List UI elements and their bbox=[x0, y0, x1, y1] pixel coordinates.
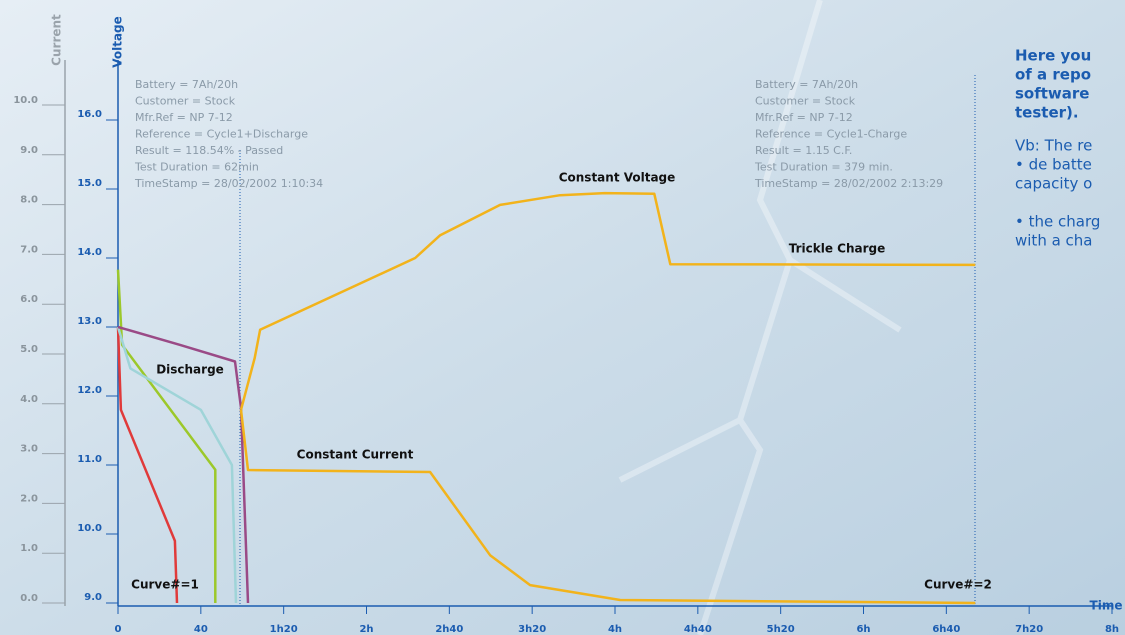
info-line: TimeStamp = 28/02/2002 2:13:29 bbox=[754, 177, 943, 190]
y2-tick-label: 9.0 bbox=[84, 592, 102, 603]
x-tick-label: 8h bbox=[1105, 624, 1119, 635]
y-tick-label: 6.0 bbox=[20, 294, 38, 305]
y-tick-label: 5.0 bbox=[20, 344, 38, 355]
y2-tick-label: 15.0 bbox=[77, 178, 102, 189]
x-tick-label: 4h40 bbox=[684, 624, 712, 635]
x-tick-label: 5h20 bbox=[767, 624, 795, 635]
y-tick-label: 9.0 bbox=[20, 145, 38, 156]
y-tick-label: 1.0 bbox=[20, 543, 38, 554]
info-line: Reference = Cycle1-Charge bbox=[755, 128, 907, 141]
x-tick-label: 6h40 bbox=[932, 624, 960, 635]
side-text: Vb: The re bbox=[1015, 137, 1092, 155]
info-line: Customer = Stock bbox=[135, 95, 236, 108]
y2-axis-title: Voltage bbox=[111, 16, 125, 68]
x-tick-label: 4h bbox=[608, 624, 622, 635]
series-line bbox=[116, 326, 179, 604]
annotation: Curve#=1 bbox=[131, 578, 199, 592]
x-tick-label: 40 bbox=[194, 624, 208, 635]
info-line: Result = 118.54% - Passed bbox=[135, 144, 283, 157]
info-line: Battery = 7Ah/20h bbox=[135, 78, 238, 91]
annotation: Curve#=2 bbox=[924, 578, 992, 592]
y2-tick-label: 16.0 bbox=[77, 109, 102, 120]
info-line: Battery = 7Ah/20h bbox=[755, 78, 858, 91]
info-line: Result = 1.15 C.F. bbox=[755, 144, 852, 157]
annotation: Trickle Charge bbox=[789, 242, 886, 256]
y2-tick-label: 13.0 bbox=[77, 316, 102, 327]
info-line: Test Duration = 379 min. bbox=[754, 161, 893, 174]
series-line bbox=[116, 326, 238, 604]
lightning bbox=[618, 0, 902, 635]
y-tick-label: 0.0 bbox=[20, 593, 38, 604]
annotation: Constant Voltage bbox=[559, 171, 676, 185]
info-line: Mfr.Ref = NP 7-12 bbox=[755, 111, 853, 124]
y2-tick-label: 12.0 bbox=[77, 385, 102, 396]
y-tick-label: 7.0 bbox=[20, 244, 38, 255]
x-tick-label: 2h40 bbox=[435, 624, 463, 635]
side-text: • de batte bbox=[1015, 156, 1092, 174]
x-tick-label: 1h20 bbox=[270, 624, 298, 635]
y-axis-title: Current bbox=[50, 14, 64, 66]
series-line bbox=[239, 409, 976, 605]
y-tick-label: 8.0 bbox=[20, 195, 38, 206]
annotation: Constant Current bbox=[297, 448, 414, 462]
y2-tick-label: 11.0 bbox=[77, 454, 102, 465]
y-tick-label: 3.0 bbox=[20, 444, 38, 455]
y-tick-label: 4.0 bbox=[20, 394, 38, 405]
info-line: Test Duration = 62min bbox=[134, 161, 259, 174]
x-tick-label: 6h bbox=[856, 624, 870, 635]
side-text: capacity o bbox=[1015, 175, 1092, 193]
side-heading: of a repo bbox=[1015, 66, 1091, 84]
x-tick-label: 0 bbox=[115, 624, 122, 635]
side-heading: software bbox=[1015, 85, 1089, 103]
annotation: Discharge bbox=[156, 363, 224, 377]
info-line: Customer = Stock bbox=[755, 95, 856, 108]
info-line: Mfr.Ref = NP 7-12 bbox=[135, 111, 233, 124]
y2-tick-label: 10.0 bbox=[77, 523, 102, 534]
y-tick-label: 2.0 bbox=[20, 493, 38, 504]
series-line bbox=[116, 269, 217, 603]
series-line bbox=[239, 191, 976, 411]
info-line: TimeStamp = 28/02/2002 1:10:34 bbox=[134, 177, 323, 190]
x-tick-label: 2h bbox=[359, 624, 373, 635]
y-tick-label: 10.0 bbox=[13, 95, 38, 106]
side-text: • the charg bbox=[1015, 213, 1100, 231]
x-tick-label: 3h20 bbox=[518, 624, 546, 635]
info-line: Reference = Cycle1+Discharge bbox=[135, 128, 308, 141]
y2-tick-label: 14.0 bbox=[77, 247, 102, 258]
series-line bbox=[117, 325, 250, 604]
side-heading: tester). bbox=[1015, 104, 1079, 122]
side-text: with a cha bbox=[1015, 232, 1093, 250]
x-tick-label: 7h20 bbox=[1015, 624, 1043, 635]
side-heading: Here you bbox=[1015, 47, 1091, 65]
